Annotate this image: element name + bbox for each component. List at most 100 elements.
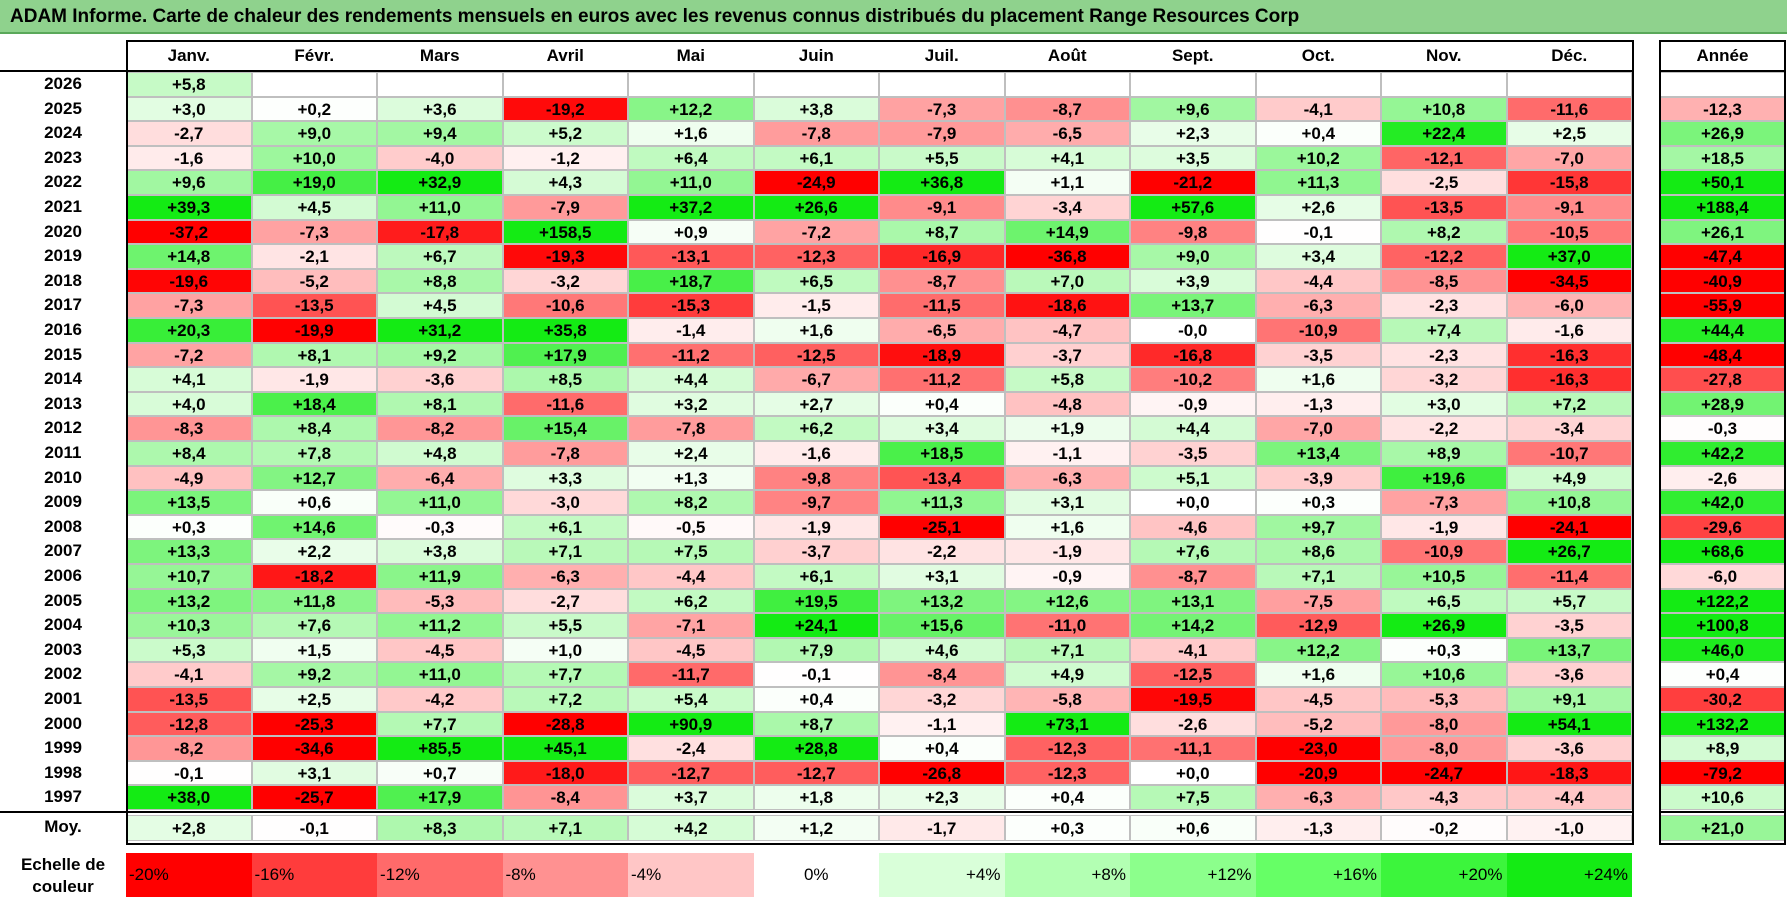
heatmap-cell: -12,3 [1004,760,1130,786]
heatmap-cell: -4,6 [1130,514,1256,540]
heatmap-cell: -2,4 [628,736,754,761]
month-header: Oct. [1301,46,1335,65]
heatmap-cell: -6,0 [1506,293,1632,318]
color-scale-swatch: -4% [628,853,754,897]
heatmap-cell: +37,0 [1506,244,1632,269]
month-header: Mai [676,46,705,65]
heatmap-cell: -2,1 [251,244,377,269]
heatmap-cell: -16,8 [1130,342,1256,368]
annual-cell: -6,0 [1660,564,1785,589]
heatmap-cell: -4,8 [1004,391,1130,417]
heatmap-cell: +7,1 [502,539,628,564]
heatmap-cell: -1,9 [251,367,377,392]
heatmap-cell: +3,5 [1130,145,1256,171]
heatmap-cell: +1,5 [251,637,377,663]
separator-line [1659,70,1786,72]
month-header: Nov. [1425,46,1462,65]
row-year-label: 1997 [44,787,82,807]
heatmap-cell: +11,9 [377,564,503,589]
heatmap-cell: +8,5 [502,367,628,392]
month-header: Janv. [167,46,210,65]
heatmap-cell: +7,2 [502,687,628,712]
heatmap-cell: -8,7 [1130,564,1256,589]
heatmap-cell: -4,1 [1255,96,1381,122]
annual-cell: -12,3 [1660,96,1785,122]
heatmap-cell: +4,4 [628,367,754,392]
heatmap-cell: -8,2 [126,736,252,761]
heatmap-cell: -4,5 [377,637,503,663]
heatmap-cell: -13,5 [251,293,377,318]
row-year-label: 2006 [44,566,82,585]
heatmap-cell: -16,9 [879,244,1005,269]
heatmap-cell: +19,5 [753,588,879,614]
heatmap-cell: -8,7 [1004,96,1130,122]
annual-cell: +132,2 [1660,711,1785,737]
heatmap-cell: +6,7 [377,244,503,269]
row-year-label: 2003 [44,639,82,659]
heatmap-cell [1004,72,1130,97]
annual-cell: +26,1 [1660,219,1785,245]
annual-cell: +10,6 [1660,785,1785,810]
heatmap-cell: +9,0 [1130,244,1256,269]
heatmap-cell: +2,3 [879,785,1005,810]
heatmap-cell: -6,4 [377,465,503,491]
heatmap-cell: +0,4 [879,736,1005,761]
heatmap-cell: +10,2 [1255,145,1381,171]
heatmap-cell: +5,2 [502,121,628,146]
heatmap-cell: -0,5 [628,514,754,540]
heatmap-cell: +39,3 [126,195,252,220]
heatmap-cell: -1,9 [753,514,879,540]
average-cell: -1,3 [1255,815,1381,841]
heatmap-cell: -11,6 [502,391,628,417]
heatmap-cell [251,72,377,97]
heatmap-cell: -16,3 [1506,342,1632,368]
heatmap-cell: +19,0 [251,170,377,195]
heatmap-cell: -1,9 [1381,514,1507,540]
heatmap-cell: -12,7 [753,760,879,786]
heatmap-cell: +85,5 [377,736,503,761]
heatmap-cell: -9,8 [1130,219,1256,245]
row-year-label: 2007 [44,541,82,561]
heatmap-cell: -19,3 [502,244,628,269]
heatmap-cell: -18,0 [502,760,628,786]
heatmap-cell: -2,2 [1381,416,1507,441]
heatmap-cell: -7,8 [502,441,628,466]
heatmap-cell: +10,8 [1381,96,1507,122]
heatmap-cell: +2,2 [251,539,377,564]
heatmap-cell: -4,4 [1255,268,1381,294]
heatmap-cell: +11,0 [377,195,503,220]
heatmap-cell: +5,4 [628,687,754,712]
heatmap-cell: +6,5 [753,268,879,294]
annual-cell: +100,8 [1660,613,1785,638]
annual-cell: +42,2 [1660,441,1785,466]
heatmap-cell: +5,5 [879,145,1005,171]
heatmap-cell: +6,1 [502,514,628,540]
heatmap-cell: +13,1 [1130,588,1256,614]
heatmap-cell: -17,8 [377,219,503,245]
month-header: Avril [546,46,584,65]
row-year-label: 2017 [44,295,82,315]
heatmap-cell: +0,3 [126,514,252,540]
row-year-label: 2013 [44,393,82,413]
annual-cell: +26,9 [1660,121,1785,146]
heatmap-cell: -7,5 [1255,588,1381,614]
heatmap-cell: +2,7 [753,391,879,417]
annual-cell: +46,0 [1660,637,1785,663]
heatmap-cell: -2,7 [502,588,628,614]
heatmap-cell: +1,6 [1255,662,1381,687]
heatmap-cell: -12,9 [1255,613,1381,638]
heatmap-cell: +13,5 [126,490,252,515]
heatmap-cell: +9,6 [126,170,252,195]
heatmap-cell [1255,72,1381,97]
heatmap-cell: +7,1 [1004,637,1130,663]
heatmap-cell: -3,7 [753,539,879,564]
heatmap-cell: -10,9 [1255,318,1381,343]
row-year-label: 2008 [44,516,82,536]
heatmap-cell: -1,1 [879,711,1005,737]
row-year-label: 2026 [44,74,82,93]
heatmap-cell: -3,2 [1381,367,1507,392]
heatmap-cell: +12,2 [628,96,754,122]
heatmap-cell: -7,1 [628,613,754,638]
heatmap-cell: +5,3 [126,637,252,663]
heatmap-cell: +7,0 [1004,268,1130,294]
